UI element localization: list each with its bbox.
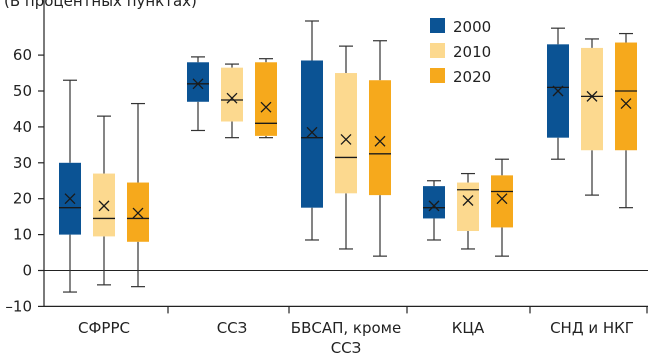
box-2010-4 [581,38,603,196]
box-iqr [457,182,479,232]
mean-marker [462,195,474,206]
box-iqr [187,62,209,102]
mean-marker [374,135,386,147]
chart-subtitle: (В процентных пунктах) [4,0,197,10]
mean-marker [428,200,440,212]
box-iqr [581,47,603,151]
y-tick-label: 10 [13,226,32,244]
y-tick-label: 50 [13,82,32,100]
mean-marker [306,126,318,138]
legend-swatch [430,18,445,33]
y-tick-label: 0 [22,262,32,280]
box-2020-1 [255,58,277,139]
x-tick-label: ССЗ [217,319,248,337]
y-tick-label: 30 [13,154,32,172]
mean-marker [552,85,564,97]
legend-label: 2010 [453,43,491,61]
box-2010-1 [221,63,243,139]
mean-marker [260,101,272,113]
axes-group: –10 0 10 20 30 40 50 60 СФРРС ССЗ БВСАП, кроме ССЗ К… [5,0,648,356]
mean-marker [586,90,598,102]
legend-label: 2020 [453,68,491,86]
box-iqr [491,175,513,228]
box-iqr [423,186,445,219]
y-tick-label: 20 [13,190,32,208]
mean-marker [226,92,238,104]
x-tick-label: ССЗ [331,339,362,356]
box-2010-2 [335,45,357,250]
box-2000-3 [423,180,445,241]
x-tick-label: СНД и НКГ [550,319,634,337]
mean-marker [620,98,632,110]
mean-marker [64,193,76,205]
box-iqr [369,80,391,196]
y-tick-label: –10 [5,297,32,315]
box-2000-4 [547,27,569,160]
legend-label: 2000 [453,18,491,36]
x-tick-label: СФРРС [78,319,130,337]
x-tick-label: БВСАП, кроме [291,319,401,337]
mean-marker [192,78,204,90]
box-2000-0 [59,79,81,293]
box-2020-0 [127,102,149,288]
legend: 2000 2010 2020 [430,18,491,86]
legend-swatch [430,68,445,83]
y-tick-label: 60 [13,46,32,64]
legend-swatch [430,43,445,58]
mean-marker [340,134,352,145]
mean-marker [496,193,508,205]
box-iqr [335,73,357,194]
box-2000-2 [301,20,323,241]
mean-marker [132,207,144,219]
box-2010-0 [93,115,115,286]
box-2010-3 [457,172,479,250]
mean-marker [98,200,110,212]
y-tick-label: 40 [13,118,32,136]
box-iqr [301,60,323,208]
box-iqr [615,42,637,151]
box-2000-1 [187,56,209,132]
x-tick-label: КЦА [452,319,485,337]
boxes-group [59,20,637,293]
box-iqr [221,67,243,122]
box-2020-4 [615,32,637,209]
box-iqr [255,62,277,136]
box-2020-3 [491,158,513,257]
box-2020-2 [369,40,391,257]
